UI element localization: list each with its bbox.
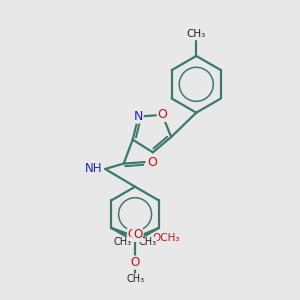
Text: O: O — [147, 156, 157, 169]
Text: O: O — [128, 228, 137, 241]
Text: CH₃: CH₃ — [187, 29, 206, 39]
Text: NH: NH — [85, 162, 103, 175]
Text: OCH₃: OCH₃ — [152, 233, 180, 243]
Text: O: O — [133, 228, 142, 241]
Text: CH₃: CH₃ — [126, 274, 144, 284]
Text: CH₃: CH₃ — [138, 237, 157, 247]
Text: O: O — [130, 256, 140, 269]
Text: CH₃: CH₃ — [114, 237, 132, 247]
Text: O: O — [157, 108, 167, 122]
Text: N: N — [134, 110, 143, 123]
Text: O: O — [128, 227, 137, 240]
